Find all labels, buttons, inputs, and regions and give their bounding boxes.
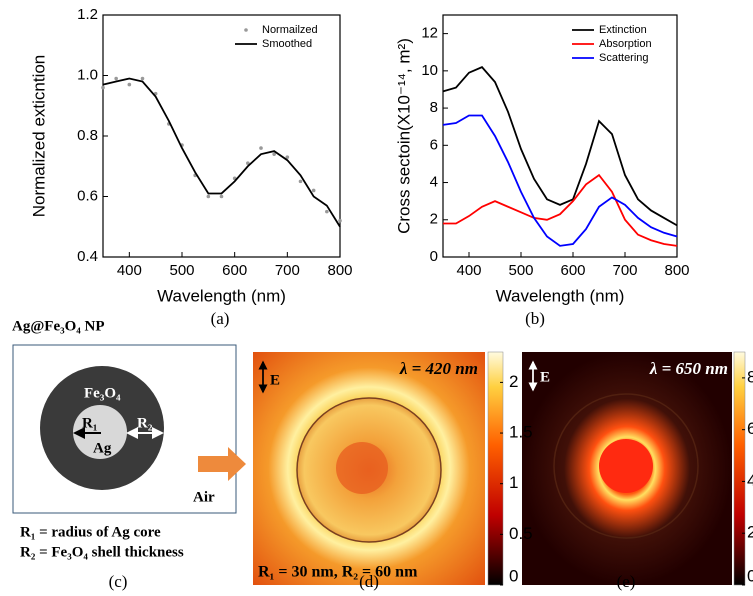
note: R₂ = Fe₃O₄ shell thickness: [20, 544, 184, 560]
y-tick-label: 12: [421, 25, 438, 42]
y-tick-label: 0.6: [77, 187, 98, 204]
x-tick-label: 500: [508, 262, 533, 279]
x-tick-label: 400: [456, 262, 481, 279]
wavelength-label: λ = 650 nm: [649, 359, 728, 378]
colorbar: [733, 351, 746, 586]
x-tick-label: 600: [222, 262, 247, 279]
y-tick-label: 0.8: [77, 127, 98, 144]
y-tick-label: 8: [430, 99, 438, 116]
charts: 400 500 600 700 800 0.4 0.6 0.8 1.0 1.2 Wavelength…: [29, 6, 689, 328]
panel-label: (d): [359, 572, 379, 591]
x-tick-label: 700: [612, 262, 637, 279]
field-label: E: [270, 372, 280, 388]
data-point: [325, 209, 329, 214]
arrow: [198, 447, 246, 481]
plot-frame: [442, 14, 678, 258]
data-line: [442, 66, 678, 227]
colorbar-tick-label: 1: [509, 473, 518, 492]
colorbar-tick-label: 2: [509, 372, 518, 391]
data-point: [298, 179, 303, 184]
y-tick-label: 10: [421, 62, 438, 79]
colorbar-tick-label: 0: [509, 566, 518, 585]
colorbar-tick-label: 4: [747, 471, 753, 490]
y-axis-label: Cross sectoin(X10⁻¹⁴, m²): [394, 38, 413, 234]
panel-label: (a): [211, 309, 230, 328]
panel-label: (b): [525, 309, 545, 328]
data-point: [114, 76, 118, 81]
colorbar-tick-label: 6: [747, 419, 753, 438]
data-point: [246, 161, 250, 166]
data-point: [285, 155, 290, 159]
y-tick-label: 1.0: [77, 66, 98, 83]
data-point: [259, 146, 263, 150]
legend-label: Smoothed: [262, 38, 312, 50]
data-line: [102, 77, 341, 228]
y-tick-label: 2: [430, 211, 438, 228]
x-tick-label: 700: [275, 262, 300, 279]
shell-label: Fe₃O₄: [84, 385, 121, 401]
y-tick-label: 6: [430, 136, 438, 153]
data-point: [101, 85, 105, 90]
x-tick-label: 800: [327, 262, 352, 279]
core: [336, 442, 388, 494]
note: R₁ = 30 nm, R₂ = 60 nm: [258, 564, 418, 581]
core-label: Ag: [93, 440, 112, 456]
x-axis-label: Wavelength (nm): [496, 286, 625, 305]
data-point: [338, 218, 342, 223]
data-point: [311, 188, 316, 193]
core: [599, 439, 653, 493]
panel-label: (e): [617, 572, 636, 591]
data-point: [206, 194, 211, 199]
legend-marker: [244, 28, 248, 32]
x-tick-label: 400: [117, 262, 142, 279]
panel-label: (c): [109, 572, 128, 591]
legend-label: Normailzed: [262, 24, 318, 36]
legend-label: Absorption: [599, 38, 652, 50]
r1-label: R₁: [82, 415, 97, 431]
colorbar-tick-label: 0: [747, 566, 753, 585]
shell-outline: [553, 393, 699, 539]
data-point: [272, 152, 276, 156]
y-axis-label: Normalized exticntion: [29, 55, 48, 218]
wavelength-label: λ = 420 nm: [399, 359, 478, 378]
data-point: [140, 76, 145, 81]
schematic-title: Ag@Fe₃O₄ NP: [12, 318, 105, 334]
medium-label: Air: [193, 489, 215, 505]
x-tick-label: 800: [664, 262, 689, 279]
x-tick-label: 500: [169, 262, 194, 279]
colorbar: [487, 351, 504, 586]
legend-label: Extinction: [599, 24, 647, 36]
colorbar-ticks: 0 0.5 1 1.5 2 0 2 4 6 8: [500, 367, 753, 586]
colorbar-tick-label: 8: [747, 367, 753, 386]
field-label: E: [540, 369, 550, 385]
data-point: [219, 194, 224, 199]
y-tick-label: 4: [430, 174, 438, 191]
x-axis-label: Wavelength (nm): [157, 286, 286, 305]
data-line: [443, 173, 678, 247]
colorbar-tick-label: 2: [747, 523, 753, 542]
plot-frame: [102, 14, 341, 258]
colorbar-tick-label: 0.5: [509, 524, 533, 543]
legend-label: Scattering: [599, 52, 649, 64]
y-tick-label: 1.2: [77, 6, 98, 23]
y-tick-label: 0.4: [77, 248, 98, 265]
data-line: [442, 114, 678, 247]
note: R₁ = radius of Ag core: [20, 524, 161, 540]
colorbar-tick-label: 1.5: [509, 423, 533, 442]
r2-label: R₂: [137, 415, 153, 431]
x-tick-label: 600: [560, 262, 585, 279]
data-point: [127, 82, 132, 87]
y-tick-label: 0: [430, 248, 438, 265]
